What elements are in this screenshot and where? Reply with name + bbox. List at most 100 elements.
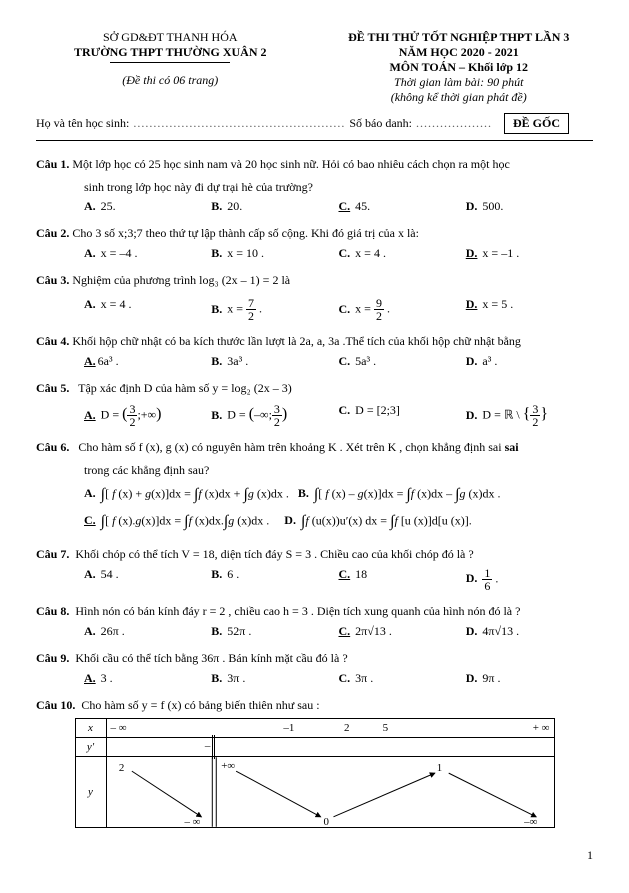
header-left: SỞ GD&ĐT THANH HÓA TRƯỜNG THPT THƯỜNG XU… [36,30,305,105]
q6: Câu 6. Cho hàm số f (x), g (x) có nguyên… [36,438,593,456]
exam-code-box: ĐỀ GỐC [504,113,569,134]
xv: 5 [366,719,405,738]
q3-opts: A. x = 4 . B. x = 72 . C. x = 92 . D. x … [36,297,593,322]
svg-text:+∞: +∞ [221,760,235,772]
q5-opts: A. D = (32;+∞) B. D = (–∞;32) C. D = [2;… [36,403,593,428]
q4-text: Khối hộp chữ nhật có ba kích thước lần l… [72,334,521,348]
q3-text: Nghiệm của phương trình log₃ (2x – 1) = … [72,273,290,287]
duration-note: (không kể thời gian phát đề) [325,90,594,105]
page-number: 1 [36,848,593,863]
pages-note: (Đề thi có 06 trang) [36,73,305,88]
q1-text: Một lớp học có 25 học sinh nam và 20 học… [72,157,509,171]
q7-opts: A. 54 . B. 6 . C. 18 D. 16 . [36,567,593,592]
xv: –1 [250,719,327,738]
variation-table: x – ∞ –1 2 5 + ∞ y′ – y 2 – ∞ +∞ [75,718,555,828]
sbd-label: Số báo danh: [349,116,412,131]
svg-text:1: 1 [436,762,441,774]
q7-b: 6 . [227,567,239,581]
header-right: ĐỀ THI THỬ TỐT NGHIỆP THPT LẦN 3 NĂM HỌC… [325,30,594,105]
q8-a: 26π . [101,624,125,638]
q10-label: Câu 10. [36,698,75,712]
q1-b: 20. [227,199,242,213]
q5-label: Câu 5. [36,381,69,395]
xv: 2 [327,719,366,738]
q7-a: 54 . [101,567,119,581]
q10-text: Cho hàm số y = f (x) có bảng biến thiên … [81,698,319,712]
q1-opts: A. 25. B. 20. C. 45. D. 500. [36,199,593,214]
q6-text: Cho hàm số f (x), g (x) có nguyên hàm tr… [78,440,501,454]
q7-text: Khối chóp có thể tích V = 18, diện tích … [75,547,473,561]
q8: Câu 8. Hình nón có bán kính đáy r = 2 , … [36,602,593,620]
q6-label: Câu 6. [36,440,69,454]
subject: MÔN TOÁN – Khối lớp 12 [325,60,594,75]
q4-c: 5a³ . [355,354,376,368]
q4-opts: A.6a³ . B. 3a³ . C. 5a³ . D. a³ . [36,354,593,369]
q9: Câu 9. Khối cầu có thể tích bằng 36π . B… [36,649,593,667]
q5-c: D = [2;3] [355,403,400,417]
q2-b: x = 10 . [227,246,264,260]
xv: + ∞ [405,719,554,738]
q2-c: x = 4 . [355,246,386,260]
q2-d: x = –1 . [482,246,519,260]
q8-text: Hình nón có bán kính đáy r = 2 , chiều c… [75,604,520,618]
q3: Câu 3. Nghiệm của phương trình log₃ (2x … [36,271,593,289]
q9-a: 3 . [101,671,113,685]
variation-graph: 2 – ∞ +∞ 0 1 –∞ [107,757,554,827]
q9-c: 3π . [355,671,373,685]
q10: Câu 10. Cho hàm số y = f (x) có bảng biế… [36,696,593,714]
separator [36,140,593,141]
q9-d: 9π . [482,671,500,685]
q8-b: 52π . [227,624,251,638]
q1-a: 25. [101,199,116,213]
x-label: x [75,719,106,738]
xv: – ∞ [106,719,250,738]
year: NĂM HỌC 2020 - 2021 [325,45,594,60]
dots2: ................... [416,116,492,131]
student-label: Họ và tên học sinh: [36,116,129,131]
school: TRƯỜNG THPT THƯỜNG XUÂN 2 [36,45,305,60]
q1: Câu 1. Một lớp học có 25 học sinh nam và… [36,155,593,173]
q7-label: Câu 7. [36,547,69,561]
q6-cd: C. ∫[ f (x).g(x)]dx = ∫f (x)dx.∫g (x)dx … [36,508,593,535]
exam-title: ĐỀ THI THỬ TỐT NGHIỆP THPT LẦN 3 [325,30,594,45]
q7: Câu 7. Khối chóp có thể tích V = 18, diệ… [36,545,593,563]
yp-label: y′ [75,738,106,757]
q3-label: Câu 3. [36,273,69,287]
svg-text:– ∞: – ∞ [183,816,200,827]
dept: SỞ GD&ĐT THANH HÓA [36,30,305,45]
v2: 2 [118,762,123,774]
q1-d: 500. [482,199,503,213]
q2-label: Câu 2. [36,226,69,240]
q9-text: Khối cầu có thể tích bằng 36π . Bán kính… [75,651,347,665]
q8-d: 4π√13 . [482,624,519,638]
q4-a: 6a³ . [98,354,119,368]
q1-c: 45. [355,199,370,213]
q7-c: 18 [355,567,367,581]
q8-label: Câu 8. [36,604,69,618]
q4: Câu 4. Khối hộp chữ nhật có ba kích thướ… [36,332,593,350]
q2-a: x = –4 . [101,246,138,260]
q3-d: x = 5 . [482,297,513,311]
q8-c: 2π√13 . [355,624,392,638]
q5-text: Tập xác định D của hàm số y = log₂ (2x –… [78,381,292,395]
q9-opts: A. 3 . B. 3π . C. 3π . D. 9π . [36,671,593,686]
header: SỞ GD&ĐT THANH HÓA TRƯỜNG THPT THƯỜNG XU… [36,30,593,105]
svg-text:0: 0 [323,816,329,827]
q4-b: 3a³ . [227,354,248,368]
q4-d: a³ . [482,354,497,368]
q2: Câu 2. Cho 3 số x;3;7 theo thứ tự lập th… [36,224,593,242]
q9-label: Câu 9. [36,651,69,665]
duration: Thời gian làm bài: 90 phút [325,75,594,90]
q4-label: Câu 4. [36,334,69,348]
dots: ........................................… [133,116,345,131]
svg-text:–∞: –∞ [523,816,537,827]
rule [110,62,230,63]
student-row: Họ và tên học sinh: ....................… [36,113,593,134]
q6-text2: trong các khẳng định sau? [36,460,593,480]
q8-opts: A. 26π . B. 52π . C. 2π√13 . D. 4π√13 . [36,624,593,639]
q2-opts: A. x = –4 . B. x = 10 . C. x = 4 . D. x … [36,246,593,261]
q6-ab: A. ∫[ f (x) + g(x)]dx = ∫f (x)dx + ∫g (x… [36,481,593,508]
q1-label: Câu 1. [36,157,69,171]
q5: Câu 5. Tập xác định D của hàm số y = log… [36,379,593,397]
q9-b: 3π . [227,671,245,685]
